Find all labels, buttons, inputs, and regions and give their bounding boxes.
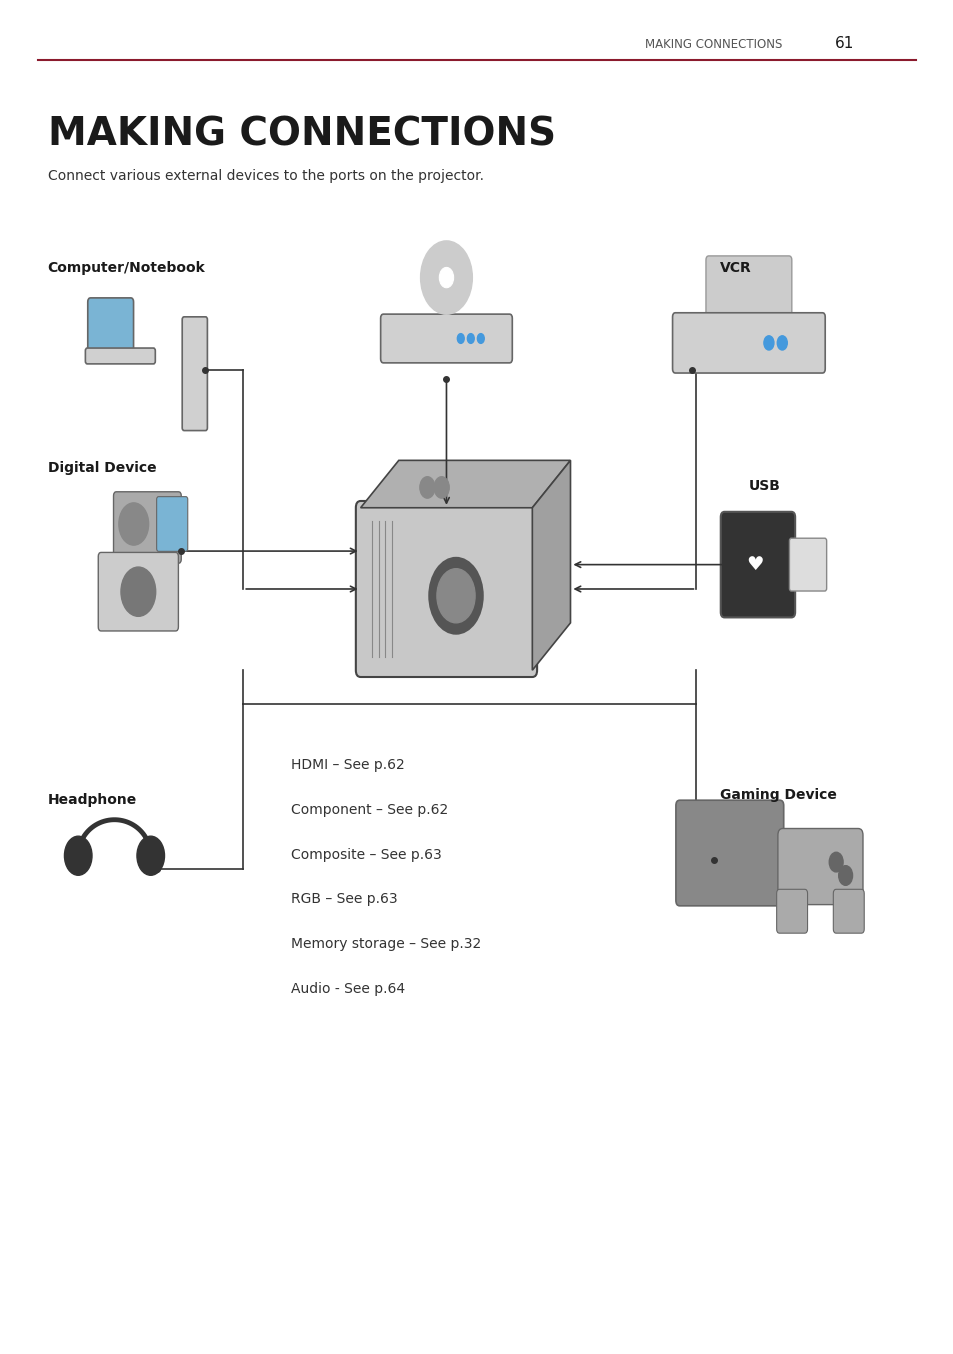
Circle shape (434, 477, 449, 498)
Circle shape (763, 336, 773, 349)
FancyBboxPatch shape (672, 313, 824, 372)
Text: 61: 61 (834, 37, 853, 51)
Text: Composite – See p.63: Composite – See p.63 (291, 848, 441, 861)
Text: Headphone: Headphone (48, 793, 137, 807)
Circle shape (429, 558, 482, 634)
Text: MAKING CONNECTIONS: MAKING CONNECTIONS (644, 38, 781, 51)
Text: Gaming Device: Gaming Device (720, 788, 837, 802)
Text: ♥: ♥ (745, 555, 762, 574)
Text: DVD: DVD (429, 261, 463, 275)
FancyBboxPatch shape (777, 829, 862, 904)
Circle shape (137, 837, 164, 875)
FancyBboxPatch shape (98, 552, 178, 631)
Text: Audio - See p.64: Audio - See p.64 (291, 982, 405, 995)
Circle shape (119, 502, 149, 546)
Polygon shape (532, 460, 570, 670)
FancyBboxPatch shape (182, 317, 207, 431)
Text: RGB – See p.63: RGB – See p.63 (291, 892, 397, 906)
Text: Computer/Notebook: Computer/Notebook (48, 261, 205, 275)
FancyBboxPatch shape (355, 501, 537, 677)
Circle shape (777, 336, 786, 349)
Text: USB: USB (748, 479, 780, 493)
Circle shape (438, 267, 454, 287)
Circle shape (456, 333, 464, 344)
Circle shape (420, 241, 472, 314)
Text: Component – See p.62: Component – See p.62 (291, 803, 448, 816)
FancyBboxPatch shape (705, 256, 791, 321)
FancyBboxPatch shape (789, 538, 825, 590)
Circle shape (838, 865, 852, 886)
FancyBboxPatch shape (720, 512, 795, 617)
FancyBboxPatch shape (675, 800, 782, 906)
Circle shape (828, 852, 842, 872)
Text: Memory storage – See p.32: Memory storage – See p.32 (291, 937, 480, 951)
FancyBboxPatch shape (380, 314, 512, 363)
FancyBboxPatch shape (156, 497, 188, 551)
FancyBboxPatch shape (113, 492, 181, 563)
Circle shape (467, 333, 474, 344)
FancyBboxPatch shape (833, 890, 863, 933)
Circle shape (476, 333, 484, 344)
Text: VCR: VCR (720, 261, 751, 275)
FancyBboxPatch shape (776, 890, 806, 933)
Circle shape (65, 837, 91, 875)
Circle shape (419, 477, 435, 498)
FancyBboxPatch shape (88, 298, 133, 353)
Polygon shape (360, 460, 570, 508)
Text: HDMI – See p.62: HDMI – See p.62 (291, 758, 404, 772)
Text: MAKING CONNECTIONS: MAKING CONNECTIONS (48, 115, 556, 153)
Circle shape (436, 569, 475, 623)
Text: Connect various external devices to the ports on the projector.: Connect various external devices to the … (48, 169, 483, 183)
Circle shape (121, 567, 155, 616)
Text: Digital Device: Digital Device (48, 462, 156, 475)
FancyBboxPatch shape (86, 348, 155, 364)
